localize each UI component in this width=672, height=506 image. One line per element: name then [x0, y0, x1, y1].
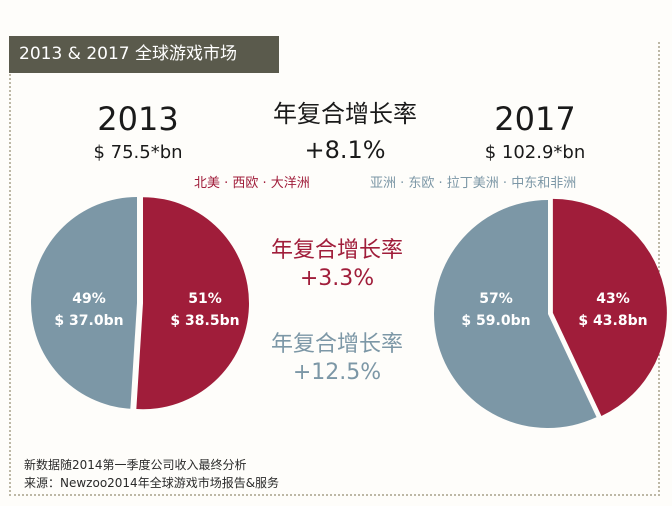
cagr-red-label: 年复合增长率: [270, 238, 403, 263]
cagr-blue-label: 年复合增长率: [270, 332, 403, 357]
pie-2017-blue-label: 57% $ 59.0bn: [451, 288, 541, 332]
pie-2013-blue-percent: 49%: [72, 291, 106, 307]
pie-2013-red-value: $ 38.5bn: [170, 313, 240, 329]
cagr-total-label: 年复合增长率: [273, 100, 417, 128]
pie-2017-red-value: $ 43.8bn: [578, 313, 648, 329]
pie-2013-total: $ 75.5*bn: [93, 142, 183, 163]
pie-2013-year: 2013: [97, 100, 179, 138]
legend-blue-regions: 亚洲 · 东欧 · 拉丁美洲 · 中东和非洲: [370, 176, 577, 191]
chart-frame: [9, 42, 660, 496]
pie-2017-blue-value: $ 59.0bn: [461, 313, 531, 329]
pie-2013-blue-value: $ 37.0bn: [54, 313, 124, 329]
pie-2013-red-percent: 51%: [188, 291, 222, 307]
pie-2013-blue-label: 49% $ 37.0bn: [44, 288, 134, 332]
legend-red-regions: 北美 · 西欧 · 大洋洲: [194, 176, 310, 191]
cagr-total-value: +8.1%: [304, 136, 386, 164]
footnote-2: 来源：Newzoo2014年全球游戏市场报告&服务: [24, 476, 280, 490]
pie-2013-blue-slice: [31, 197, 137, 409]
pie-2017-red-label: 43% $ 43.8bn: [568, 288, 658, 332]
cagr-red-value: +3.3%: [299, 266, 375, 291]
pie-2017-blue-percent: 57%: [479, 291, 513, 307]
pie-2013-red-slice: [136, 197, 249, 410]
chart-title: 2013 & 2017 全球游戏市场: [9, 36, 279, 73]
pie-2017-year: 2017: [494, 100, 576, 138]
footnote-1: 新数据随2014第一季度公司收入最终分析: [24, 458, 247, 472]
cagr-blue-value: +12.5%: [292, 360, 382, 385]
pie-2017-blue-slice: [433, 200, 597, 428]
pie-2017-red-slice: [552, 198, 667, 417]
pie-2013-red-label: 51% $ 38.5bn: [160, 288, 250, 332]
pie-2017-red-percent: 43%: [596, 291, 630, 307]
pie-2017-total: $ 102.9*bn: [484, 142, 586, 163]
